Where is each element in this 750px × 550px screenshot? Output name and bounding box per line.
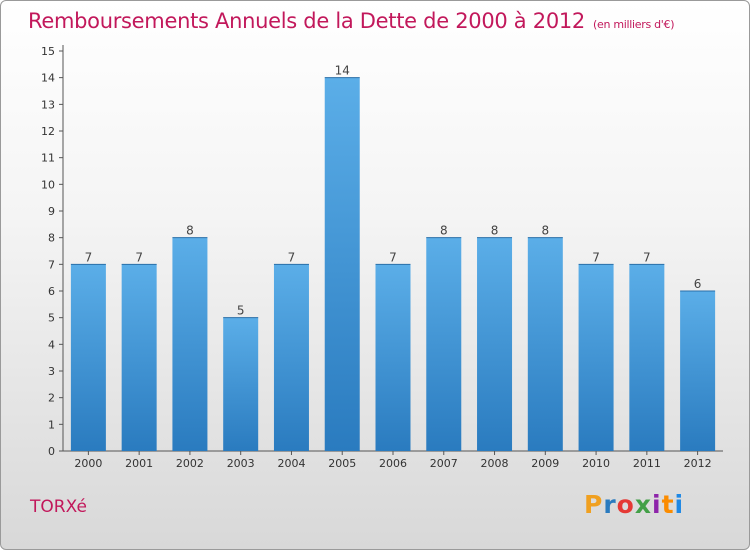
y-tick-label: 9: [48, 205, 55, 218]
bar: [324, 77, 360, 452]
bar: [527, 237, 563, 451]
bar-value-label: 7: [389, 250, 397, 264]
y-tick-label: 5: [48, 312, 55, 325]
bar-value-label: 7: [85, 250, 93, 264]
x-tick-label: 2005: [328, 457, 356, 470]
bar-value-label: 8: [186, 224, 194, 238]
bar: [273, 264, 309, 451]
bar-value-label: 6: [694, 277, 702, 291]
chart-subtitle: (en milliers d'€): [593, 18, 675, 31]
logo-letter: i: [674, 490, 685, 519]
bar: [121, 264, 157, 451]
x-tick-label: 2004: [277, 457, 305, 470]
x-tick-label: 2010: [582, 457, 610, 470]
chart-title-text: Remboursements Annuels de la Dette de 20…: [28, 9, 585, 33]
logo-letter: P: [584, 490, 604, 519]
y-tick-label: 10: [41, 178, 55, 191]
bar: [629, 264, 665, 451]
bar: [375, 264, 411, 451]
y-tick-label: 8: [48, 232, 55, 245]
bar-value-label: 14: [335, 64, 350, 78]
y-tick-label: 13: [41, 98, 55, 111]
x-tick-label: 2012: [684, 457, 712, 470]
y-tick-label: 15: [41, 45, 55, 58]
x-tick-label: 2002: [176, 457, 204, 470]
x-tick-label: 2008: [481, 457, 509, 470]
bar-value-label: 7: [592, 250, 600, 264]
y-tick-label: 0: [48, 445, 55, 458]
bar: [680, 291, 716, 451]
x-tick-label: 2007: [430, 457, 458, 470]
bar: [70, 264, 106, 451]
x-tick-label: 2003: [227, 457, 255, 470]
bar: [578, 264, 614, 451]
y-tick-label: 3: [48, 365, 55, 378]
bar-value-label: 5: [237, 304, 245, 318]
bar: [223, 317, 259, 451]
x-tick-label: 2011: [633, 457, 661, 470]
chart-title: Remboursements Annuels de la Dette de 20…: [28, 9, 674, 33]
bar-value-label: 7: [135, 250, 143, 264]
bar: [172, 237, 208, 451]
commune-name: TORXé: [30, 497, 87, 517]
y-tick-label: 12: [41, 125, 55, 138]
x-tick-label: 2001: [125, 457, 153, 470]
logo-letter: i: [652, 490, 662, 519]
proxiti-logo: Proxiti: [584, 490, 684, 519]
y-tick-label: 4: [48, 338, 55, 351]
bar-value-label: 8: [440, 224, 448, 238]
bar: [477, 237, 513, 451]
x-tick-label: 2009: [531, 457, 559, 470]
y-tick-label: 14: [41, 72, 55, 85]
bar-value-label: 7: [288, 250, 296, 264]
y-tick-label: 1: [48, 418, 55, 431]
bar-value-label: 8: [541, 224, 549, 238]
x-tick-label: 2000: [74, 457, 102, 470]
bar-value-label: 8: [491, 224, 499, 238]
x-tick-label: 2006: [379, 457, 407, 470]
y-tick-label: 11: [41, 152, 55, 165]
bar: [426, 237, 462, 451]
logo-letter: x: [634, 490, 652, 519]
y-tick-label: 7: [48, 258, 55, 271]
logo-letter: t: [661, 490, 675, 519]
logo-letter: r: [603, 490, 617, 519]
y-tick-label: 6: [48, 285, 55, 298]
y-tick-label: 2: [48, 392, 55, 405]
logo-letter: o: [616, 490, 635, 519]
bar-value-label: 7: [643, 250, 651, 264]
